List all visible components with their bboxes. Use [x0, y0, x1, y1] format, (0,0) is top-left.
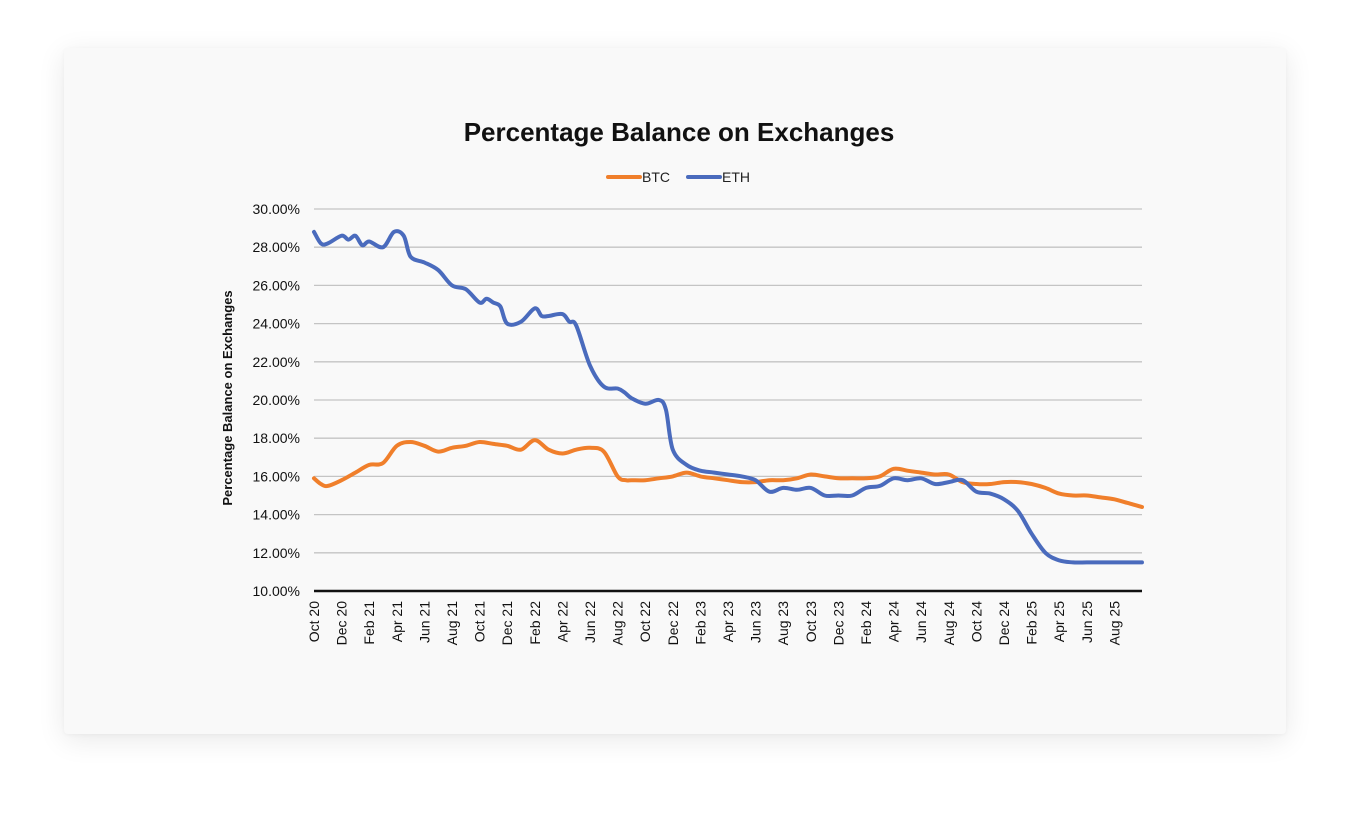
y-tick-label: 20.00% — [253, 392, 300, 408]
x-tick-label: Apr 22 — [554, 601, 570, 642]
x-tick-label: Apr 24 — [886, 601, 902, 642]
x-tick-label: Feb 22 — [527, 601, 543, 645]
x-tick-label: Aug 22 — [610, 601, 626, 646]
y-tick-label: 30.00% — [253, 201, 300, 217]
x-tick-label: Feb 24 — [858, 601, 874, 645]
x-tick-label: Oct 20 — [306, 601, 322, 642]
legend: BTC ETH — [606, 169, 750, 185]
x-tick-label: Apr 23 — [720, 601, 736, 642]
x-tick-label: Feb 25 — [1024, 601, 1040, 645]
y-tick-label: 14.00% — [253, 507, 300, 523]
x-tick-label: Oct 24 — [968, 601, 984, 642]
chart-card: Percentage Balance on Exchanges BTC ETH … — [64, 48, 1286, 734]
series-lines — [312, 229, 1144, 565]
y-tick-label: 24.00% — [253, 316, 300, 332]
x-tick-label: Dec 23 — [830, 601, 846, 646]
y-tick-label: 16.00% — [253, 468, 300, 484]
x-tick-label: Dec 22 — [665, 601, 681, 646]
y-tick-label: 12.00% — [253, 545, 300, 561]
y-tick-label: 26.00% — [253, 277, 300, 293]
y-tick-label: 18.00% — [253, 430, 300, 446]
x-axis-ticks: Oct 20 Dec 20 Feb 21 Apr 21 Jun 21 Aug 21 Oct … — [306, 601, 1122, 646]
x-tick-label: Dec 21 — [499, 601, 515, 646]
y-tick-label: 22.00% — [253, 354, 300, 370]
x-tick-label: Jun 22 — [582, 601, 598, 643]
y-tick-label: 10.00% — [253, 583, 300, 599]
x-tick-label: Jun 23 — [748, 601, 764, 643]
y-axis-ticks: 10.00% 12.00% 14.00% 16.00% 18.00% 20.00% 22.0… — [253, 201, 300, 599]
series-line-eth — [312, 229, 1144, 565]
y-tick-label: 28.00% — [253, 239, 300, 255]
legend-label-btc: BTC — [642, 169, 670, 185]
chart-title: Percentage Balance on Exchanges — [464, 117, 895, 147]
x-tick-label: Oct 23 — [803, 601, 819, 642]
x-tick-label: Oct 22 — [637, 601, 653, 642]
x-tick-label: Aug 21 — [444, 601, 460, 646]
x-tick-label: Jun 21 — [416, 601, 432, 643]
x-tick-label: Dec 24 — [996, 601, 1012, 646]
x-tick-label: Aug 23 — [775, 601, 791, 646]
x-tick-label: Dec 20 — [334, 601, 350, 646]
gridlines — [314, 208, 1142, 554]
series-line-btc — [312, 438, 1144, 509]
x-tick-label: Feb 21 — [361, 601, 377, 645]
x-tick-label: Apr 21 — [389, 601, 405, 642]
line-chart: Percentage Balance on Exchanges BTC ETH … — [220, 117, 1144, 646]
x-tick-label: Oct 21 — [472, 601, 488, 642]
x-tick-label: Jun 24 — [913, 601, 929, 643]
legend-label-eth: ETH — [722, 169, 750, 185]
x-tick-label: Aug 25 — [1106, 601, 1122, 646]
x-tick-label: Aug 24 — [941, 601, 957, 646]
x-tick-label: Feb 23 — [692, 601, 708, 645]
x-tick-label: Jun 25 — [1079, 601, 1095, 643]
x-tick-label: Apr 25 — [1051, 601, 1067, 642]
y-axis-label: Percentage Balance on Exchanges — [220, 290, 235, 505]
